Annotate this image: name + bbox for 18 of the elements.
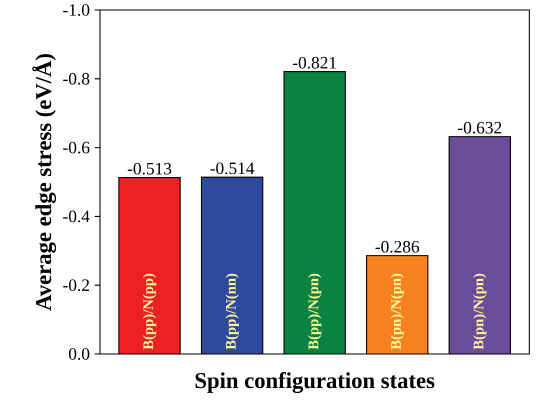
data-label: -0.286: [375, 240, 420, 253]
y-tick-label: -0.2: [63, 279, 90, 292]
y-tick-label: 0.0: [68, 348, 90, 360]
x-tick-label: B(pp)/N(nn): [225, 274, 239, 350]
x-tick-label: B(pp)/N(pn): [308, 274, 322, 350]
x-tick-label: B(pn)/N(pn): [390, 274, 404, 350]
data-label: -0.514: [210, 162, 254, 174]
y-tick-label: -0.4: [63, 210, 90, 222]
y-axis-title: Average edge stress (eV/Å): [32, 54, 56, 311]
x-axis-title: Spin configuration states: [196, 372, 434, 394]
y-tick-label: -0.8: [63, 72, 90, 85]
data-label: -0.632: [458, 122, 502, 134]
y-tick-label: -1.0: [63, 4, 90, 16]
y-tick-label: -0.6: [63, 142, 90, 154]
x-tick-label: B(pp)/N(pp): [142, 274, 156, 350]
data-label: -0.821: [292, 56, 336, 69]
x-tick-label: B(pn)/N(pn): [473, 274, 486, 350]
data-label: -0.513: [128, 162, 172, 175]
